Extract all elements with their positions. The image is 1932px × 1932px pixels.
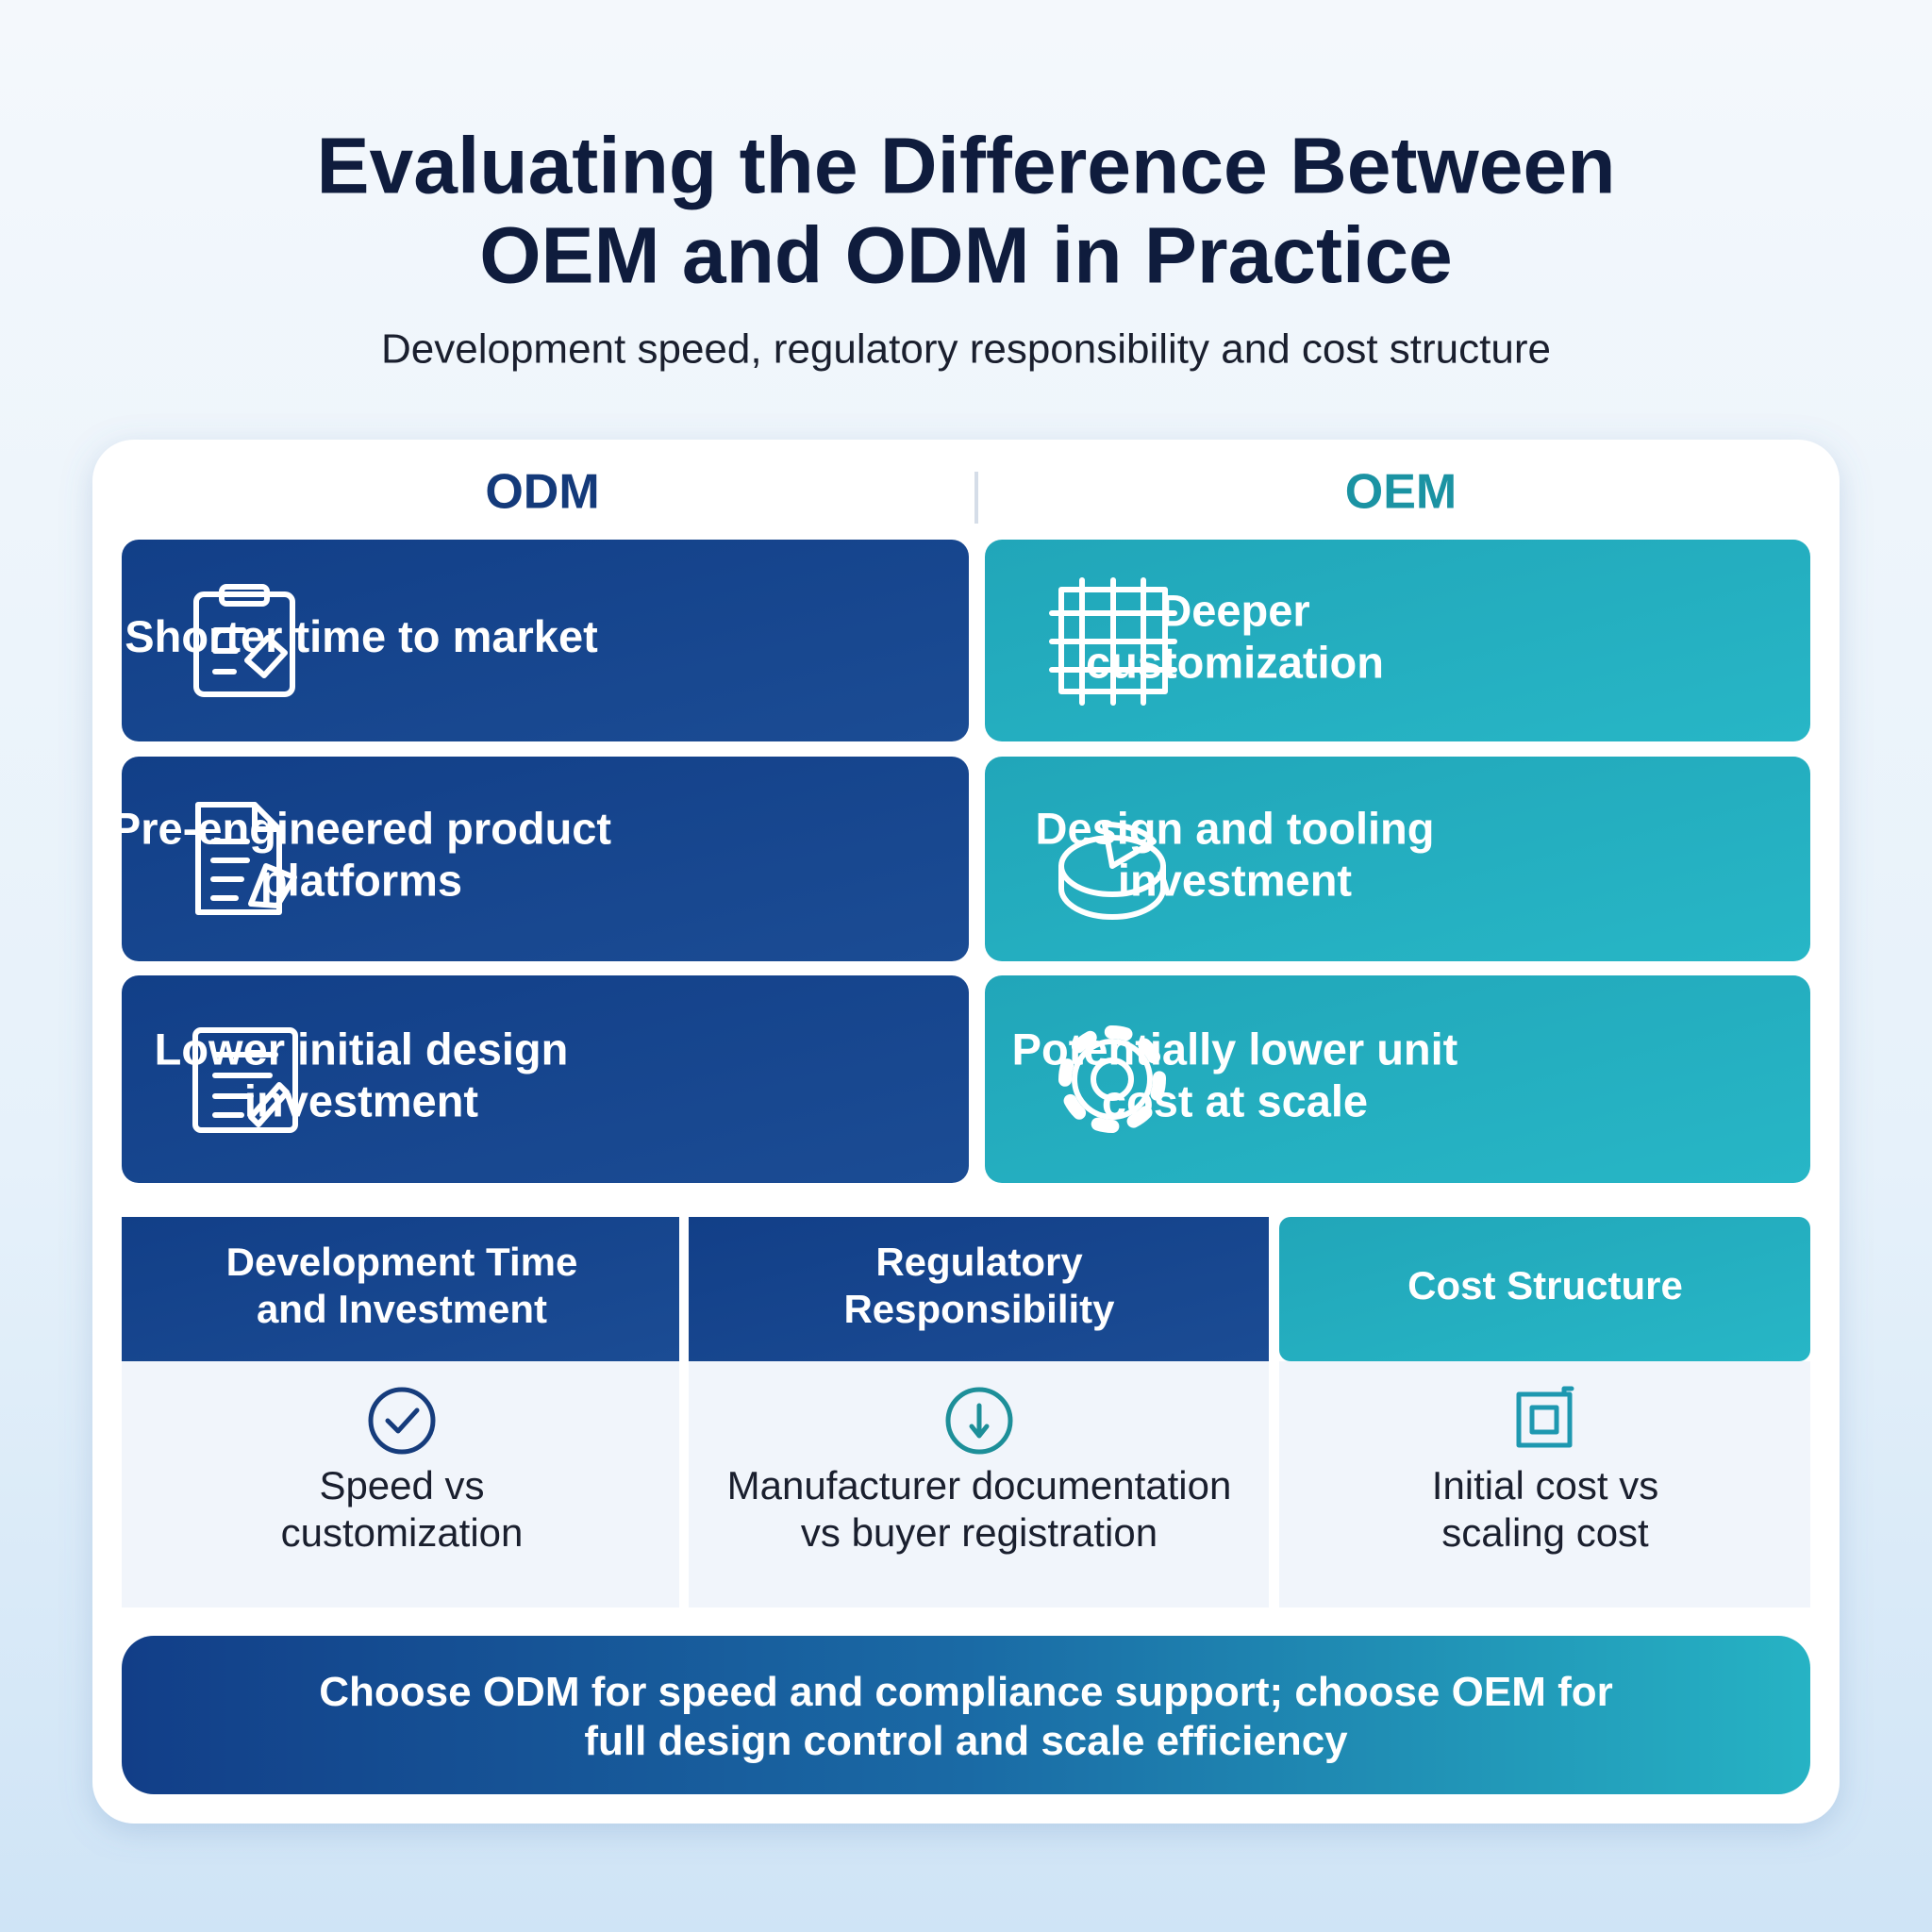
- factor-detail-line: scaling cost: [1441, 1510, 1649, 1555]
- oem-cell: [985, 975, 1810, 1183]
- factor-heading: Development Time and Investment: [226, 1240, 578, 1331]
- oem-cell: [985, 757, 1810, 961]
- item-text-line: investment: [244, 1076, 478, 1126]
- title-line: Evaluating the Difference Between: [316, 122, 1615, 210]
- factor-heading-cell: [122, 1217, 679, 1361]
- conclusion-banner: [122, 1636, 1810, 1794]
- item-text-line: Deeper: [1159, 586, 1309, 636]
- factor-heading-line: Responsibility: [843, 1287, 1115, 1331]
- subtitle: Development speed, regulatory responsibi…: [381, 326, 1551, 373]
- factor-heading-line: Development Time: [226, 1240, 578, 1284]
- factor-heading: Regulatory Responsibility: [843, 1240, 1115, 1331]
- blueprint-icon: [1049, 577, 1177, 706]
- item-text-line: cost at scale: [1102, 1076, 1368, 1126]
- gear-icon: [1058, 1025, 1166, 1133]
- item-text: Pre-engineered product platforms: [111, 804, 611, 906]
- item-text-line: Design and tooling: [1036, 804, 1435, 854]
- factor-detail-line: vs buyer registration: [801, 1510, 1158, 1555]
- item-text-line: Shorter time to market: [125, 611, 598, 661]
- note-icon: [192, 1027, 298, 1133]
- factor-detail: Speed vs customization: [281, 1463, 524, 1555]
- item-text: Deeper customization: [1086, 586, 1384, 688]
- factor-detail-line: Speed vs: [319, 1463, 484, 1507]
- factor-heading-line: Cost Structure: [1407, 1263, 1683, 1307]
- column-heading: ODM: [485, 465, 599, 520]
- pie-icon: [1058, 821, 1166, 920]
- factor-detail-cell: [689, 1361, 1269, 1607]
- factor-heading-cell: [1279, 1217, 1810, 1361]
- odm-cell: [122, 540, 969, 741]
- conclusion-text: Choose ODM for speed and compliance supp…: [319, 1669, 1612, 1764]
- factor-detail-cell: [1279, 1361, 1810, 1607]
- factor-detail-line: customization: [281, 1510, 524, 1555]
- item-text: Shorter time to market: [125, 611, 598, 661]
- factor-heading: Cost Structure: [1407, 1263, 1683, 1307]
- column-heading: OEM: [1345, 465, 1457, 520]
- factor-detail: Initial cost vs scaling cost: [1432, 1463, 1658, 1555]
- item-text-line: Potentially lower unit: [1012, 1024, 1458, 1074]
- factor-detail-line: Initial cost vs: [1432, 1463, 1658, 1507]
- title-line: OEM and ODM in Practice: [479, 211, 1453, 300]
- item-text: Design and tooling investment: [1036, 804, 1435, 906]
- arrow-icon: [945, 1387, 1013, 1455]
- item-text-line: customization: [1086, 638, 1384, 688]
- odm-cell: [122, 975, 969, 1183]
- factor-heading-line: and Investment: [257, 1287, 547, 1331]
- factor-heading-cell: [689, 1217, 1269, 1361]
- factor-detail: Manufacturer documentation vs buyer regis…: [727, 1463, 1232, 1555]
- odm-cell: [122, 757, 969, 961]
- oem-cell: [985, 540, 1810, 741]
- item-text-line: investment: [1118, 856, 1352, 906]
- factor-heading-line: Regulatory: [875, 1240, 1083, 1284]
- document-icon: [195, 802, 297, 915]
- conclusion-text-line: Choose ODM for speed and compliance supp…: [319, 1669, 1612, 1715]
- factor-detail-line: Manufacturer documentation: [727, 1463, 1232, 1507]
- item-text: Lower initial design investment: [155, 1024, 569, 1126]
- item-text-line: Lower initial design: [155, 1024, 569, 1074]
- title: Evaluating the Difference Between OEM and…: [316, 122, 1615, 300]
- item-text-line: Pre-engineered product: [111, 804, 611, 854]
- item-text: Potentially lower unit cost at scale: [1012, 1024, 1458, 1126]
- conclusion-text-line: full design control and scale efficiency: [584, 1718, 1348, 1764]
- factor-detail-cell: [122, 1361, 679, 1607]
- item-text-line: platforms: [260, 856, 462, 906]
- clipboard-icon: [193, 584, 295, 697]
- frame-icon: [1516, 1386, 1574, 1448]
- check-icon: [368, 1387, 436, 1455]
